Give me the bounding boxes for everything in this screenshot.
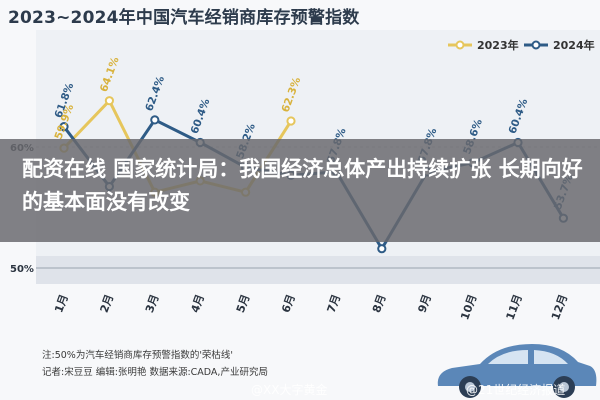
point-2024-1月: [59, 122, 69, 132]
y-label-50: 50%: [10, 264, 34, 275]
chart-notes: 注:50%为汽车经销商库存预警指数的'荣枯线' 记者:宋豆豆 编辑:张明艳 数据…: [42, 347, 268, 381]
legend-label-2024: 2024年: [553, 38, 595, 52]
note-threshold: 注:50%为汽车经销商库存预警指数的'荣枯线': [42, 350, 234, 361]
watermark-mid: @XX大字黄金: [251, 383, 328, 397]
point-2023-2月: [104, 96, 115, 106]
x-tick-5月: 5月: [234, 293, 253, 315]
x-tick-1月: 1月: [52, 293, 71, 315]
car-illustration: [437, 344, 597, 398]
x-tick-6月: 6月: [279, 293, 298, 315]
x-tick-10月: 10月: [458, 293, 479, 322]
point-2024-3月: [150, 115, 160, 125]
point-2024-8月: [377, 244, 387, 254]
x-tick-7月: 7月: [325, 293, 344, 315]
note-credits: 记者:宋豆豆 编辑:张明艳 数据来源:CADA,产业研究局: [42, 367, 268, 378]
x-tick-8月: 8月: [370, 293, 389, 315]
x-tick-11月: 11月: [504, 293, 525, 322]
x-tick-12月: 12月: [549, 293, 570, 322]
lower-band: [36, 256, 600, 284]
legend-marker-2024: [531, 40, 541, 50]
chart-title: 2023~2024年中国汽车经销商库存预警指数: [8, 8, 360, 28]
legend-marker-2023: [455, 40, 465, 50]
legend: 2023年 2024年: [448, 38, 595, 52]
point-2023-6月: [286, 116, 296, 126]
x-tick-4月: 4月: [188, 293, 207, 315]
x-tick-9月: 9月: [415, 293, 434, 315]
headline-overlay: [0, 139, 600, 242]
x-tick-3月: 3月: [143, 293, 162, 315]
watermark-right: @21世纪经济报道: [466, 383, 566, 397]
headline-text: 配资在线 国家统计局：我国经济总体产出持续扩张 长期向好的基本面没有改变: [22, 157, 583, 214]
x-tick-2月: 2月: [98, 293, 117, 315]
legend-label-2023: 2023年: [477, 38, 519, 52]
